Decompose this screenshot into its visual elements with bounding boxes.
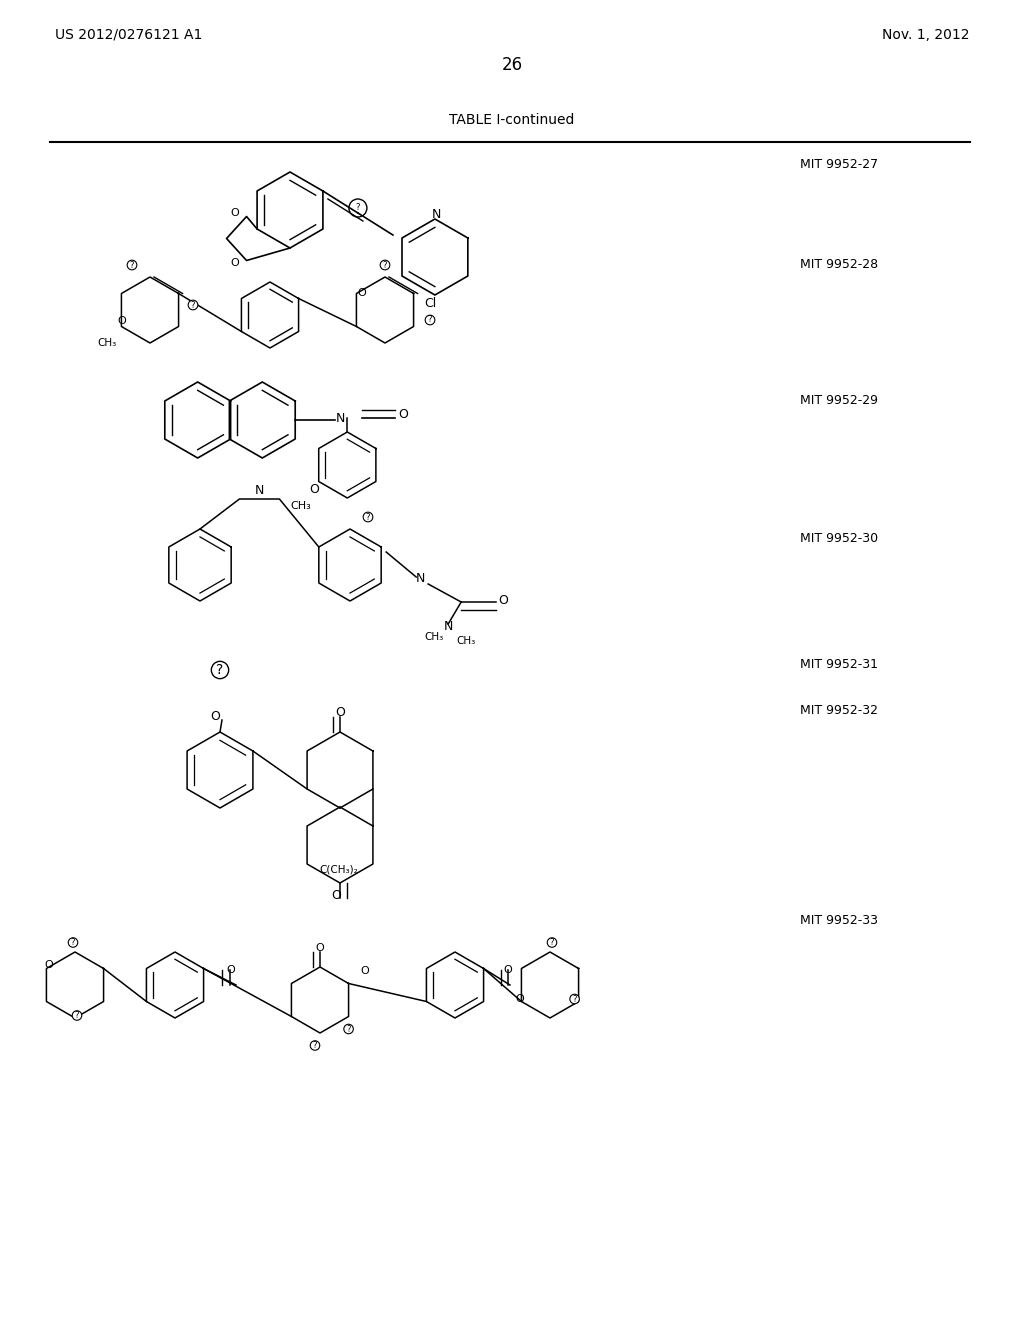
Text: N: N <box>432 207 441 220</box>
Text: CH₃: CH₃ <box>291 502 311 511</box>
Text: ?: ? <box>312 1041 317 1049</box>
Text: ?: ? <box>346 1024 351 1034</box>
Text: O: O <box>230 209 239 219</box>
Text: 26: 26 <box>502 55 522 74</box>
Text: O: O <box>230 259 239 268</box>
Text: O: O <box>398 408 409 421</box>
Text: N: N <box>416 572 426 585</box>
Text: ?: ? <box>130 260 134 269</box>
Text: ?: ? <box>75 1011 79 1020</box>
Text: ?: ? <box>355 203 360 213</box>
Text: MIT 9952-27: MIT 9952-27 <box>800 158 879 172</box>
Text: MIT 9952-31: MIT 9952-31 <box>800 659 878 672</box>
Text: C(CH₃)₂: C(CH₃)₂ <box>319 865 357 874</box>
Text: Cl: Cl <box>424 297 436 309</box>
Text: MIT 9952-29: MIT 9952-29 <box>800 393 878 407</box>
Text: ?: ? <box>216 663 223 677</box>
Text: N: N <box>444 620 454 634</box>
Text: ?: ? <box>550 939 554 946</box>
Text: O: O <box>503 965 512 975</box>
Text: O: O <box>515 994 524 1003</box>
Text: ?: ? <box>71 939 75 946</box>
Text: CH₃: CH₃ <box>456 636 475 645</box>
Text: O: O <box>357 289 366 298</box>
Text: ?: ? <box>428 315 432 325</box>
Text: O: O <box>117 317 126 326</box>
Text: O: O <box>315 942 325 953</box>
Text: O: O <box>331 888 341 902</box>
Text: O: O <box>499 594 508 607</box>
Text: CH₃: CH₃ <box>97 338 117 348</box>
Text: US 2012/0276121 A1: US 2012/0276121 A1 <box>55 28 203 42</box>
Text: MIT 9952-32: MIT 9952-32 <box>800 704 878 717</box>
Text: O: O <box>210 710 220 723</box>
Text: N: N <box>255 484 264 498</box>
Text: MIT 9952-28: MIT 9952-28 <box>800 259 879 272</box>
Text: TABLE I-continued: TABLE I-continued <box>450 114 574 127</box>
Text: MIT 9952-33: MIT 9952-33 <box>800 913 878 927</box>
Text: N: N <box>335 412 345 425</box>
Text: ?: ? <box>190 301 196 309</box>
Text: O: O <box>309 483 318 496</box>
Text: ?: ? <box>572 994 577 1003</box>
Text: O: O <box>44 961 53 970</box>
Text: O: O <box>360 965 370 975</box>
Text: O: O <box>226 965 234 975</box>
Text: CH₃: CH₃ <box>424 632 443 642</box>
Text: MIT 9952-30: MIT 9952-30 <box>800 532 879 544</box>
Text: O: O <box>335 706 345 719</box>
Text: ?: ? <box>383 260 387 269</box>
Text: ?: ? <box>366 512 371 521</box>
Text: Nov. 1, 2012: Nov. 1, 2012 <box>883 28 970 42</box>
